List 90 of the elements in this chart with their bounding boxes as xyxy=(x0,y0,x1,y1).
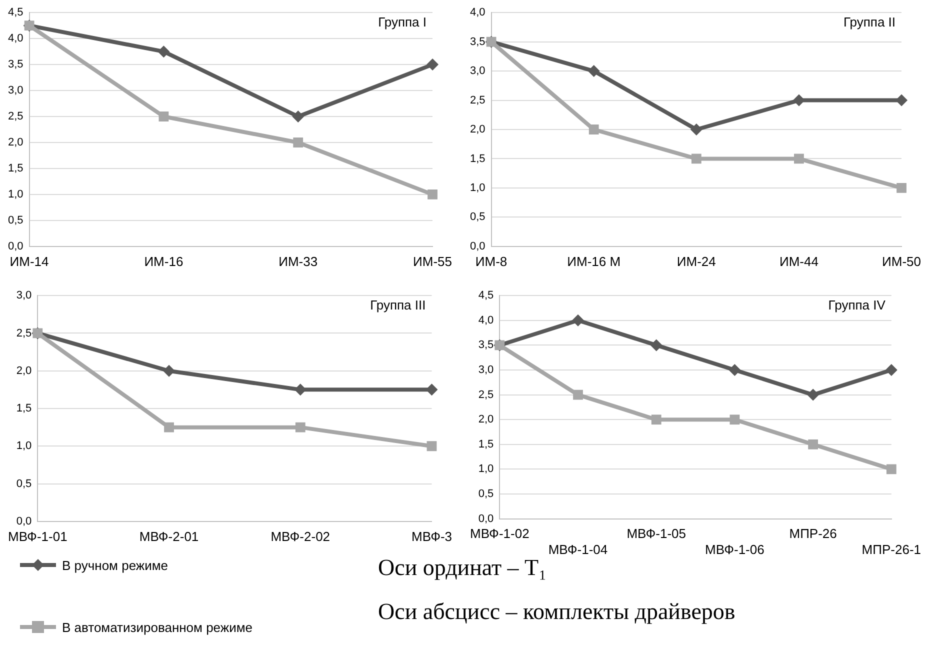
x-tick-label: МВФ-1-04 xyxy=(548,542,608,557)
y-tick-label: 4,0 xyxy=(470,6,486,19)
x-tick-label: ИМ-16 М xyxy=(567,254,621,269)
x-tick-label: ИМ-55 xyxy=(413,254,452,269)
point xyxy=(158,112,169,122)
point xyxy=(808,439,818,450)
y-tick-label: 3,0 xyxy=(8,84,24,97)
x-tick-label: МВФ-2-02 xyxy=(270,528,330,544)
y-tick-label: 1,0 xyxy=(16,440,32,452)
point xyxy=(896,94,908,106)
point xyxy=(572,314,584,326)
y-tick-label: 4,0 xyxy=(478,314,494,326)
point xyxy=(896,183,906,193)
y-tick-label: 1,5 xyxy=(478,438,494,450)
y-tick-label: 2,5 xyxy=(8,110,24,123)
x-tick-label: ИМ-33 xyxy=(278,254,318,269)
y-tick-label: 0,5 xyxy=(8,214,24,226)
chart-title: Группа III xyxy=(370,298,426,313)
point xyxy=(573,390,583,400)
point xyxy=(295,422,306,432)
x-tick-label: ИМ-24 xyxy=(676,254,716,269)
y-tick-label: 2,5 xyxy=(470,94,486,106)
y-tick-label: 0,0 xyxy=(478,512,494,525)
y-tick-label: 1,5 xyxy=(470,152,486,165)
x-tick-label: ИМ-50 xyxy=(882,254,922,269)
text: Оси абсцисс – комплекты драйверов xyxy=(378,599,736,625)
y-tick-label: 3,5 xyxy=(470,36,486,48)
y-tick-label: 3,5 xyxy=(8,58,24,71)
point xyxy=(588,65,600,78)
y-tick-label: 0,0 xyxy=(8,240,24,252)
point xyxy=(426,441,437,452)
point xyxy=(691,154,702,164)
x-tick-label: МВФ-1-05 xyxy=(626,526,686,542)
y-tick-label: 2,0 xyxy=(16,364,32,377)
point xyxy=(651,414,662,425)
point xyxy=(690,124,702,136)
y-tick-label: 3,0 xyxy=(478,364,494,376)
point xyxy=(794,154,804,164)
point xyxy=(292,110,304,123)
y-tick-label: 2,5 xyxy=(478,388,494,401)
x-tick-label: ИМ-14 xyxy=(10,254,49,269)
chart-title: Группа II xyxy=(843,14,896,30)
chart-title: Группа IV xyxy=(828,298,886,313)
point xyxy=(886,464,896,474)
x-tick-label: МВФ-1-01 xyxy=(8,528,68,544)
x-tick-label: МВФ-2-01 xyxy=(139,528,199,544)
legend-label: В автоматизированном режиме xyxy=(62,620,253,634)
y-tick-label: 4,0 xyxy=(8,32,24,45)
x-tick-label: ИМ-16 xyxy=(144,254,184,269)
y-tick-label: 0,0 xyxy=(470,240,486,252)
y-tick-label: 4,5 xyxy=(8,6,24,19)
y-tick-label: 1,5 xyxy=(16,402,32,415)
point xyxy=(426,58,439,71)
point xyxy=(807,388,820,401)
y-tick-label: 1,0 xyxy=(8,188,24,200)
y-tick-label: 0,0 xyxy=(16,515,32,528)
y-tick-label: 2,5 xyxy=(16,327,32,340)
x-tick-label: ИМ-8 xyxy=(475,254,508,269)
y-tick-label: 0,5 xyxy=(470,211,486,224)
y-tick-label: 2,0 xyxy=(470,124,486,136)
x-tick-label: МВФ-1-02 xyxy=(470,526,530,542)
point xyxy=(428,189,438,200)
point xyxy=(792,94,805,106)
y-tick-label: 1,5 xyxy=(8,162,24,174)
x-tick-label: МПР-26-1 xyxy=(862,542,922,557)
point xyxy=(885,364,898,376)
point xyxy=(293,138,304,148)
text: Оси ординат – T₁ xyxy=(378,555,548,581)
point xyxy=(730,414,740,425)
y-tick-label: 3,5 xyxy=(478,339,494,352)
y-tick-label: 2,0 xyxy=(478,414,494,426)
point xyxy=(158,46,170,58)
point xyxy=(650,339,662,352)
y-tick-label: 0,5 xyxy=(478,488,494,500)
y-tick-label: 4,5 xyxy=(478,290,494,302)
x-tick-label: ИМ-44 xyxy=(779,254,818,269)
point xyxy=(164,422,174,432)
chart-title: Группа I xyxy=(378,14,427,30)
y-tick-label: 1,0 xyxy=(470,182,486,194)
point xyxy=(588,124,599,134)
x-tick-label: МВФ-1-06 xyxy=(705,542,764,557)
point xyxy=(728,364,741,376)
y-tick-label: 3,0 xyxy=(16,290,32,302)
y-tick-label: 1,0 xyxy=(478,463,494,476)
y-tick-label: 0,5 xyxy=(16,478,32,490)
x-tick-label: МВФ-3 xyxy=(411,528,452,544)
y-tick-label: 2,0 xyxy=(8,136,24,149)
legend-label: В ручном режиме xyxy=(62,558,168,572)
y-tick-label: 3,0 xyxy=(470,65,486,78)
x-tick-label: МПР-26 xyxy=(789,526,837,542)
